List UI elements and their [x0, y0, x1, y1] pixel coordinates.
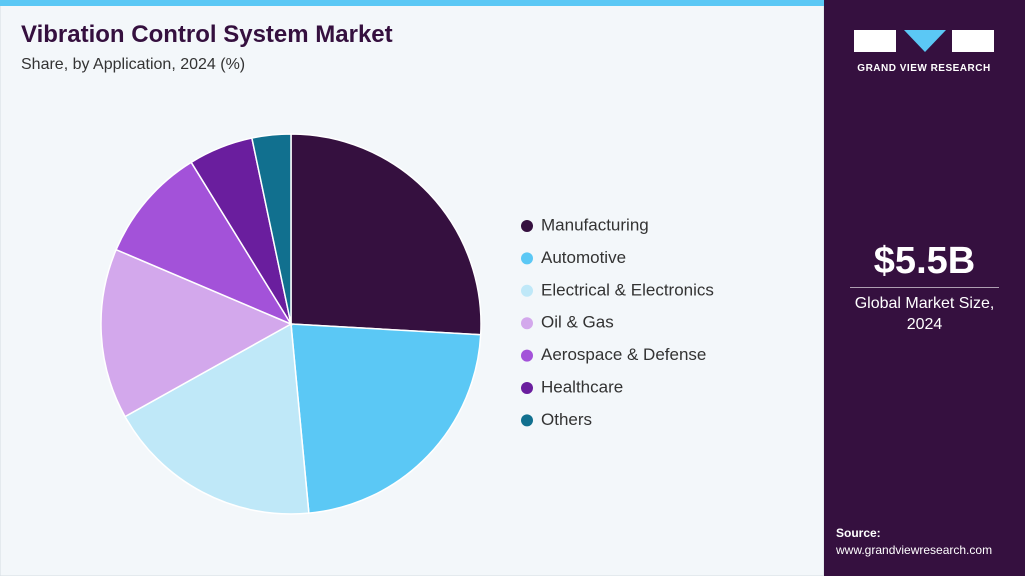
- divider: [850, 287, 999, 288]
- pie-slice: [290, 133, 482, 336]
- legend-marker: [521, 317, 533, 330]
- market-size: $5.5B: [873, 240, 976, 282]
- chart: Vibration Control System Market Share, b…: [0, 0, 824, 576]
- legend-label: Healthcare: [541, 377, 623, 396]
- legend-marker: [521, 284, 533, 297]
- chart-subtitle: Share, by Application, 2024 (%): [21, 56, 245, 73]
- legend-marker: [521, 252, 533, 265]
- legend-label: Automotive: [541, 248, 626, 267]
- legend-marker: [521, 414, 533, 427]
- legend-label: Aerospace & Defense: [541, 345, 706, 364]
- pie-slice: [115, 161, 293, 326]
- legend-marker: [521, 382, 533, 394]
- logo-block: [952, 30, 994, 52]
- legend-marker: [521, 220, 533, 232]
- legend-label: Electrical & Electronics: [541, 280, 714, 299]
- legend-label: Others: [541, 410, 592, 429]
- logo: GRAND VIEW RESEARCH: [854, 30, 994, 74]
- legend-label: Oil & Gas: [541, 313, 614, 332]
- pie-slice: [100, 248, 293, 418]
- pie-slice: [124, 322, 310, 515]
- legend-label: Manufacturing: [541, 215, 649, 234]
- source-url: www.grandviewresearch.com: [836, 543, 993, 557]
- market-size-label: Global Market Size, 2024: [854, 295, 995, 333]
- chart-title: Vibration Control System Market: [21, 21, 393, 48]
- sidebar: GRAND VIEW RESEARCH $5.5B Global Market …: [824, 0, 1025, 576]
- legend-marker: [521, 349, 533, 362]
- top-stripe: [0, 0, 824, 6]
- source-label: Source:: [836, 526, 881, 540]
- logo-block: [904, 30, 946, 52]
- logo-block: [854, 30, 896, 52]
- pie-slice: [250, 133, 292, 325]
- pie-slice: [290, 323, 482, 514]
- brand: GRAND VIEW RESEARCH: [857, 63, 990, 74]
